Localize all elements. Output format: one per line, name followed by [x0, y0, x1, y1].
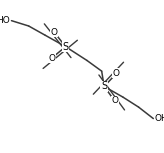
Text: O: O	[48, 54, 55, 63]
Text: O: O	[111, 97, 118, 105]
Text: S: S	[101, 81, 107, 91]
Text: HO: HO	[0, 16, 10, 25]
Text: S: S	[62, 42, 69, 52]
Text: OH: OH	[155, 114, 164, 123]
Text: O: O	[113, 69, 120, 78]
Text: O: O	[51, 28, 58, 37]
